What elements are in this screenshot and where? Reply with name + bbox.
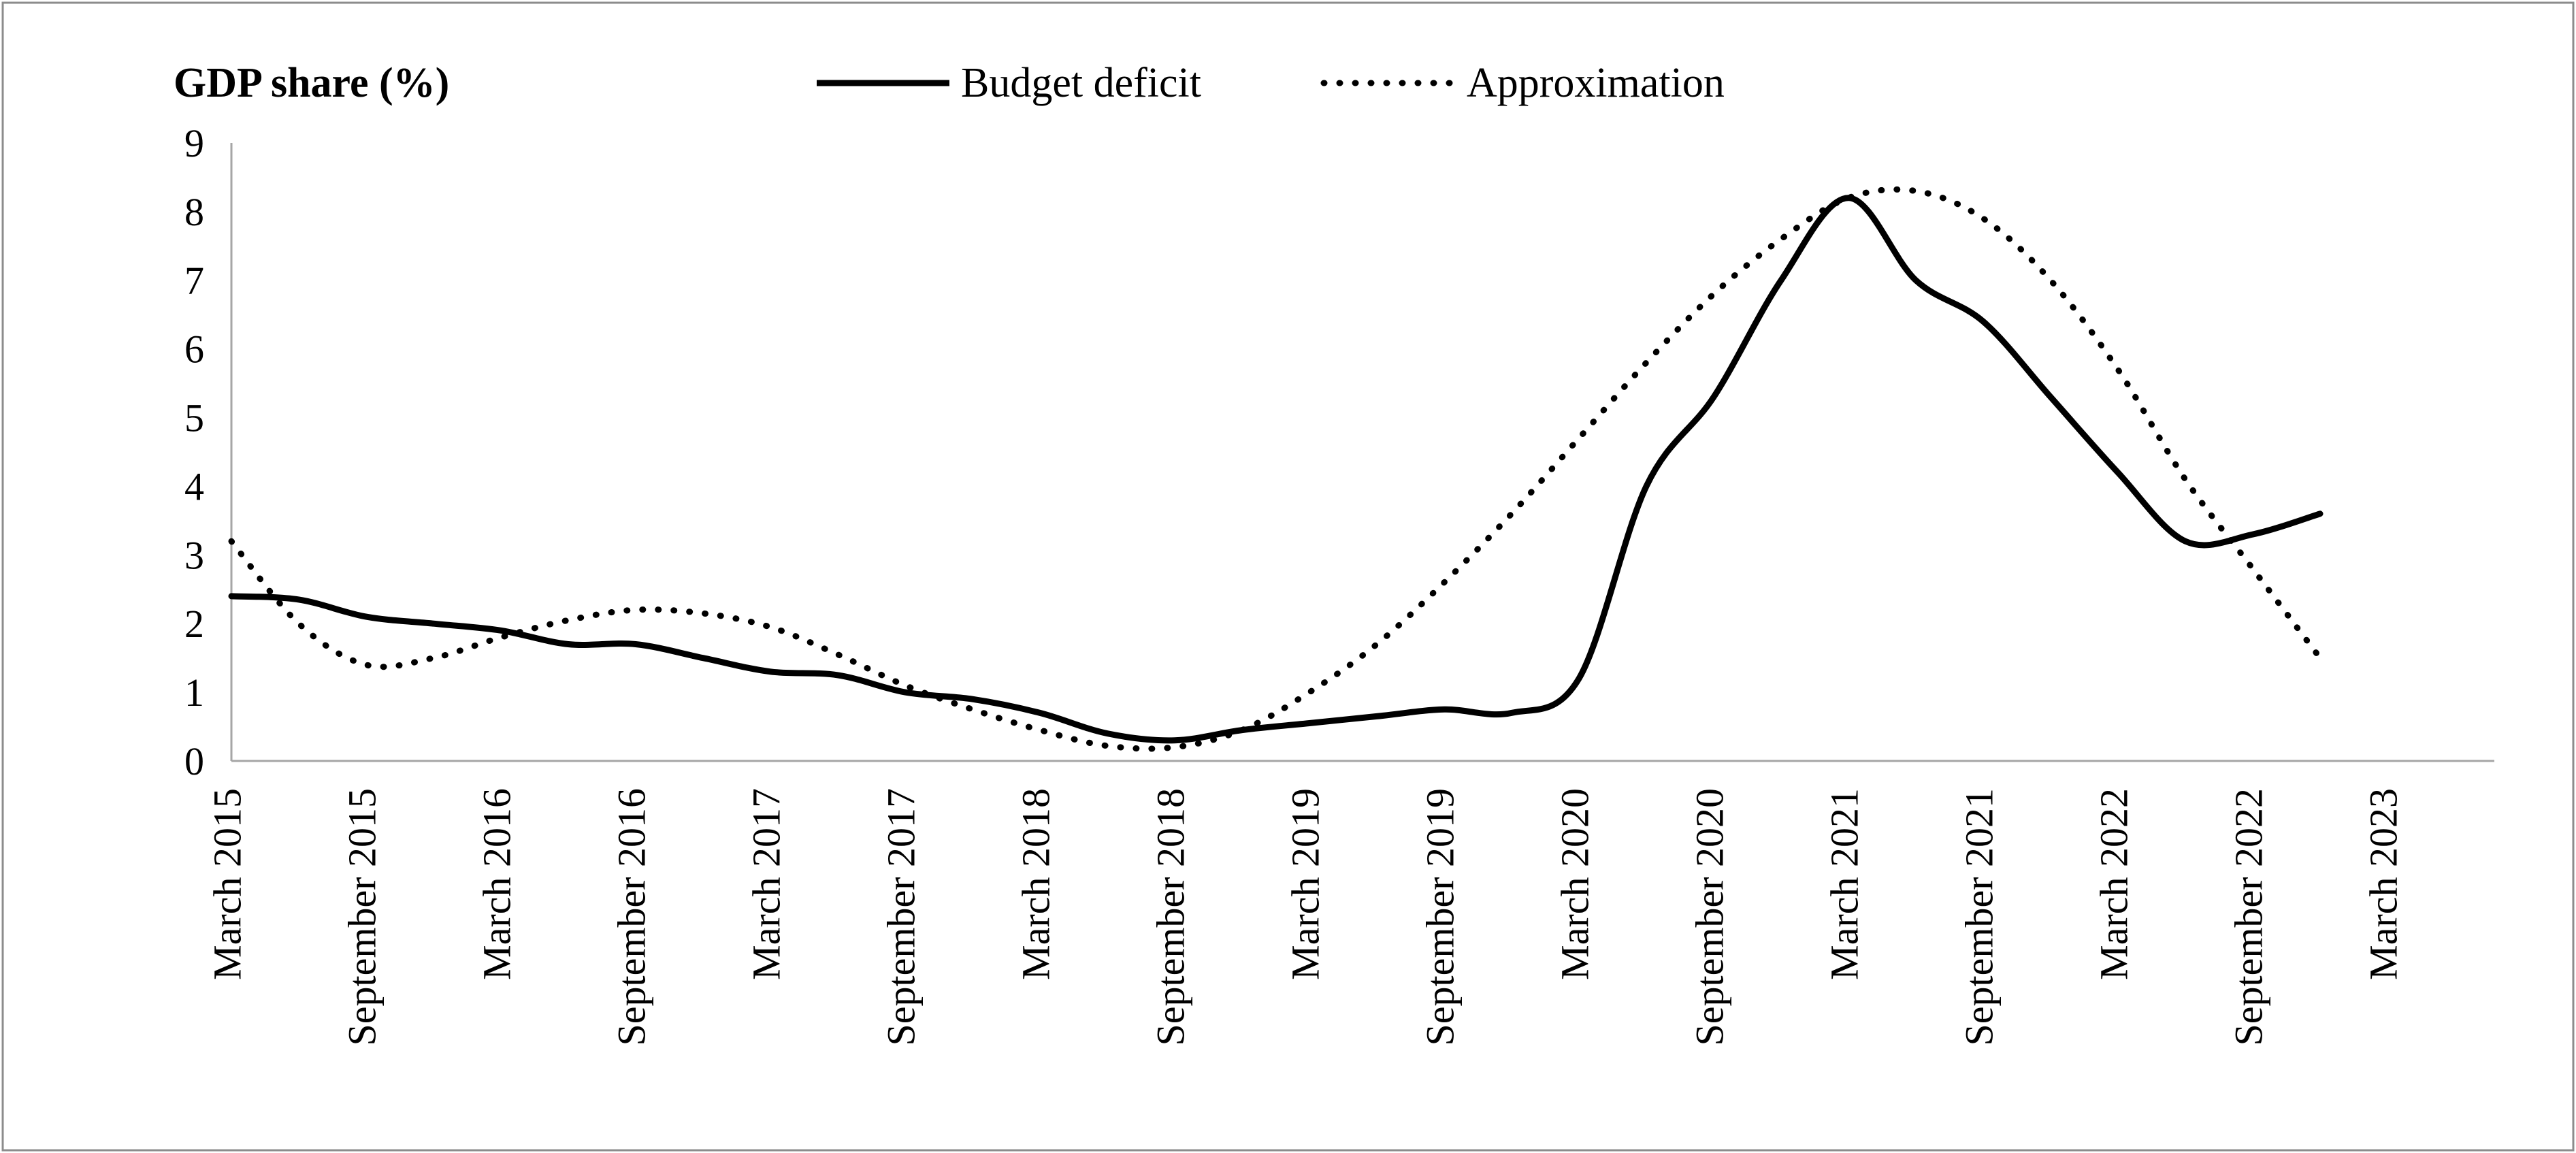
x-tick-label: September 2018 (1148, 788, 1192, 1046)
y-tick-label: 3 (184, 533, 204, 577)
y-tick-label: 1 (184, 670, 204, 715)
x-tick-label: March 2021 (1822, 788, 1866, 980)
legend-label-approximation: Approximation (1467, 60, 1725, 106)
x-axis-ticks: March 2015 September 2015 March 2016 Septem… (205, 788, 2405, 1046)
legend: Budget deficit Approximation (817, 60, 1725, 106)
y-tick-label: 2 (184, 602, 204, 646)
x-tick-label: September 2022 (2226, 788, 2270, 1046)
x-tick-label: September 2016 (609, 788, 653, 1046)
legend-label-budget-deficit: Budget deficit (961, 60, 1201, 106)
x-tick-label: March 2020 (1552, 788, 1597, 980)
series-layer (228, 186, 2324, 752)
x-tick-label: March 2016 (474, 788, 519, 980)
x-tick-label: September 2020 (1687, 788, 1731, 1046)
x-tick-label: March 2022 (2091, 788, 2136, 980)
x-tick-label: September 2015 (340, 788, 384, 1046)
y-tick-label: 0 (184, 739, 204, 783)
x-tick-label: March 2019 (1283, 788, 1327, 980)
y-tick-label: 7 (184, 259, 204, 303)
x-tick-label: March 2015 (205, 788, 249, 980)
x-tick-label: March 2017 (744, 788, 788, 980)
series-line-budget-deficit (228, 195, 2324, 744)
y-tick-label: 9 (184, 121, 204, 165)
y-tick-label: 4 (184, 464, 204, 508)
y-axis-ticks: 0 1 2 3 4 5 6 7 8 9 (184, 121, 204, 783)
y-tick-label: 8 (184, 190, 204, 234)
x-tick-label: September 2019 (1418, 788, 1462, 1046)
y-tick-label: 6 (184, 327, 204, 372)
x-tick-label: March 2018 (1013, 788, 1058, 980)
series-line-approximation (228, 186, 2324, 752)
y-axis-title: GDP share (%) (174, 60, 449, 106)
x-tick-label: September 2017 (879, 788, 923, 1046)
x-tick-label: September 2021 (1957, 788, 2001, 1046)
x-tick-label: March 2023 (2361, 788, 2405, 980)
y-tick-label: 5 (184, 396, 204, 440)
